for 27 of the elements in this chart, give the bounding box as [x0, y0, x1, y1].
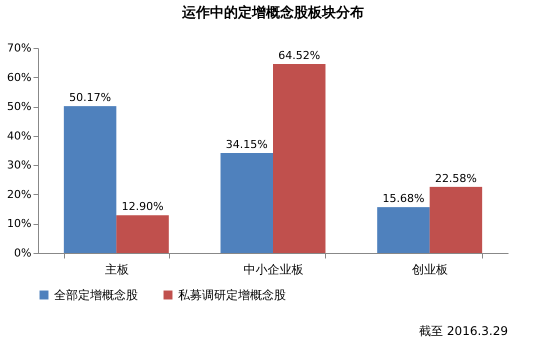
data-label: 50.17%: [69, 91, 112, 104]
x-tick-label: 主板: [104, 262, 129, 276]
data-label: 64.52%: [278, 49, 320, 62]
chart-title: 运作中的定增概念股板块分布: [181, 4, 364, 21]
legend-label: 全部定增概念股: [54, 288, 138, 302]
y-tick-label: 20%: [7, 188, 32, 201]
y-tick-label: 40%: [7, 129, 32, 142]
data-label: 15.68%: [382, 192, 424, 206]
data-label: 12.90%: [122, 200, 164, 214]
bar: [430, 186, 482, 253]
y-tick-label: 60%: [7, 70, 32, 84]
data-label: 34.15%: [226, 138, 268, 151]
text: 截至 2016.3.29: [419, 324, 508, 338]
bar: [116, 215, 169, 253]
data-label: 22.58%: [434, 172, 477, 185]
y-tick-label: 10%: [7, 217, 32, 230]
bar: [273, 64, 326, 253]
bar: [64, 106, 116, 253]
y-tick-label: 50%: [7, 100, 32, 114]
y-tick-label: 0%: [14, 246, 32, 260]
bar: [220, 152, 273, 253]
x-tick-label: 创业板: [412, 262, 448, 276]
bar: [377, 207, 430, 253]
x-tick-label: 中小企业板: [244, 262, 304, 276]
y-tick-label: 30%: [7, 158, 32, 172]
legend-label: 私募调研定增概念股: [178, 288, 286, 302]
y-tick-label: 70%: [7, 42, 32, 54]
